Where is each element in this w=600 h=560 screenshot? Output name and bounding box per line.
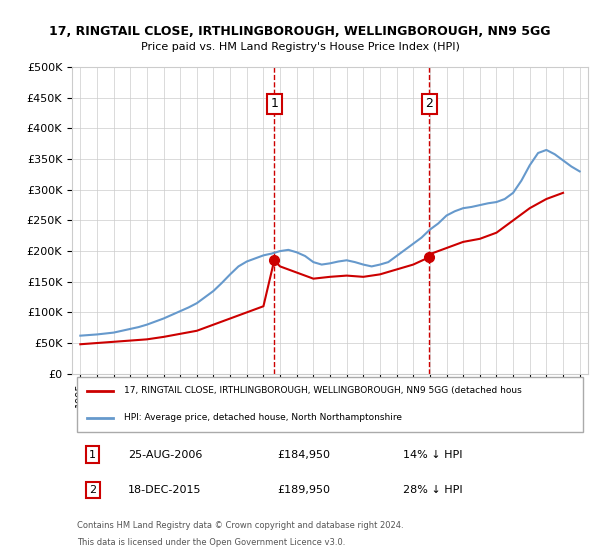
FancyBboxPatch shape	[77, 377, 583, 432]
Text: 2: 2	[89, 485, 96, 495]
Text: Contains HM Land Registry data © Crown copyright and database right 2024.: Contains HM Land Registry data © Crown c…	[77, 521, 404, 530]
Text: 17, RINGTAIL CLOSE, IRTHLINGBOROUGH, WELLINGBOROUGH, NN9 5GG (detached hous: 17, RINGTAIL CLOSE, IRTHLINGBOROUGH, WEL…	[124, 386, 521, 395]
Text: HPI: Average price, detached house, North Northamptonshire: HPI: Average price, detached house, Nort…	[124, 413, 401, 422]
Text: Price paid vs. HM Land Registry's House Price Index (HPI): Price paid vs. HM Land Registry's House …	[140, 42, 460, 52]
Text: This data is licensed under the Open Government Licence v3.0.: This data is licensed under the Open Gov…	[77, 538, 346, 547]
Text: 14% ↓ HPI: 14% ↓ HPI	[403, 450, 463, 460]
Text: 25-AUG-2006: 25-AUG-2006	[128, 450, 202, 460]
Text: £189,950: £189,950	[278, 485, 331, 495]
Text: 1: 1	[271, 97, 278, 110]
Text: £184,950: £184,950	[278, 450, 331, 460]
Text: 2: 2	[425, 97, 433, 110]
Text: 28% ↓ HPI: 28% ↓ HPI	[403, 485, 463, 495]
Text: 18-DEC-2015: 18-DEC-2015	[128, 485, 202, 495]
Text: 1: 1	[89, 450, 96, 460]
Text: 17, RINGTAIL CLOSE, IRTHLINGBOROUGH, WELLINGBOROUGH, NN9 5GG: 17, RINGTAIL CLOSE, IRTHLINGBOROUGH, WEL…	[49, 25, 551, 38]
